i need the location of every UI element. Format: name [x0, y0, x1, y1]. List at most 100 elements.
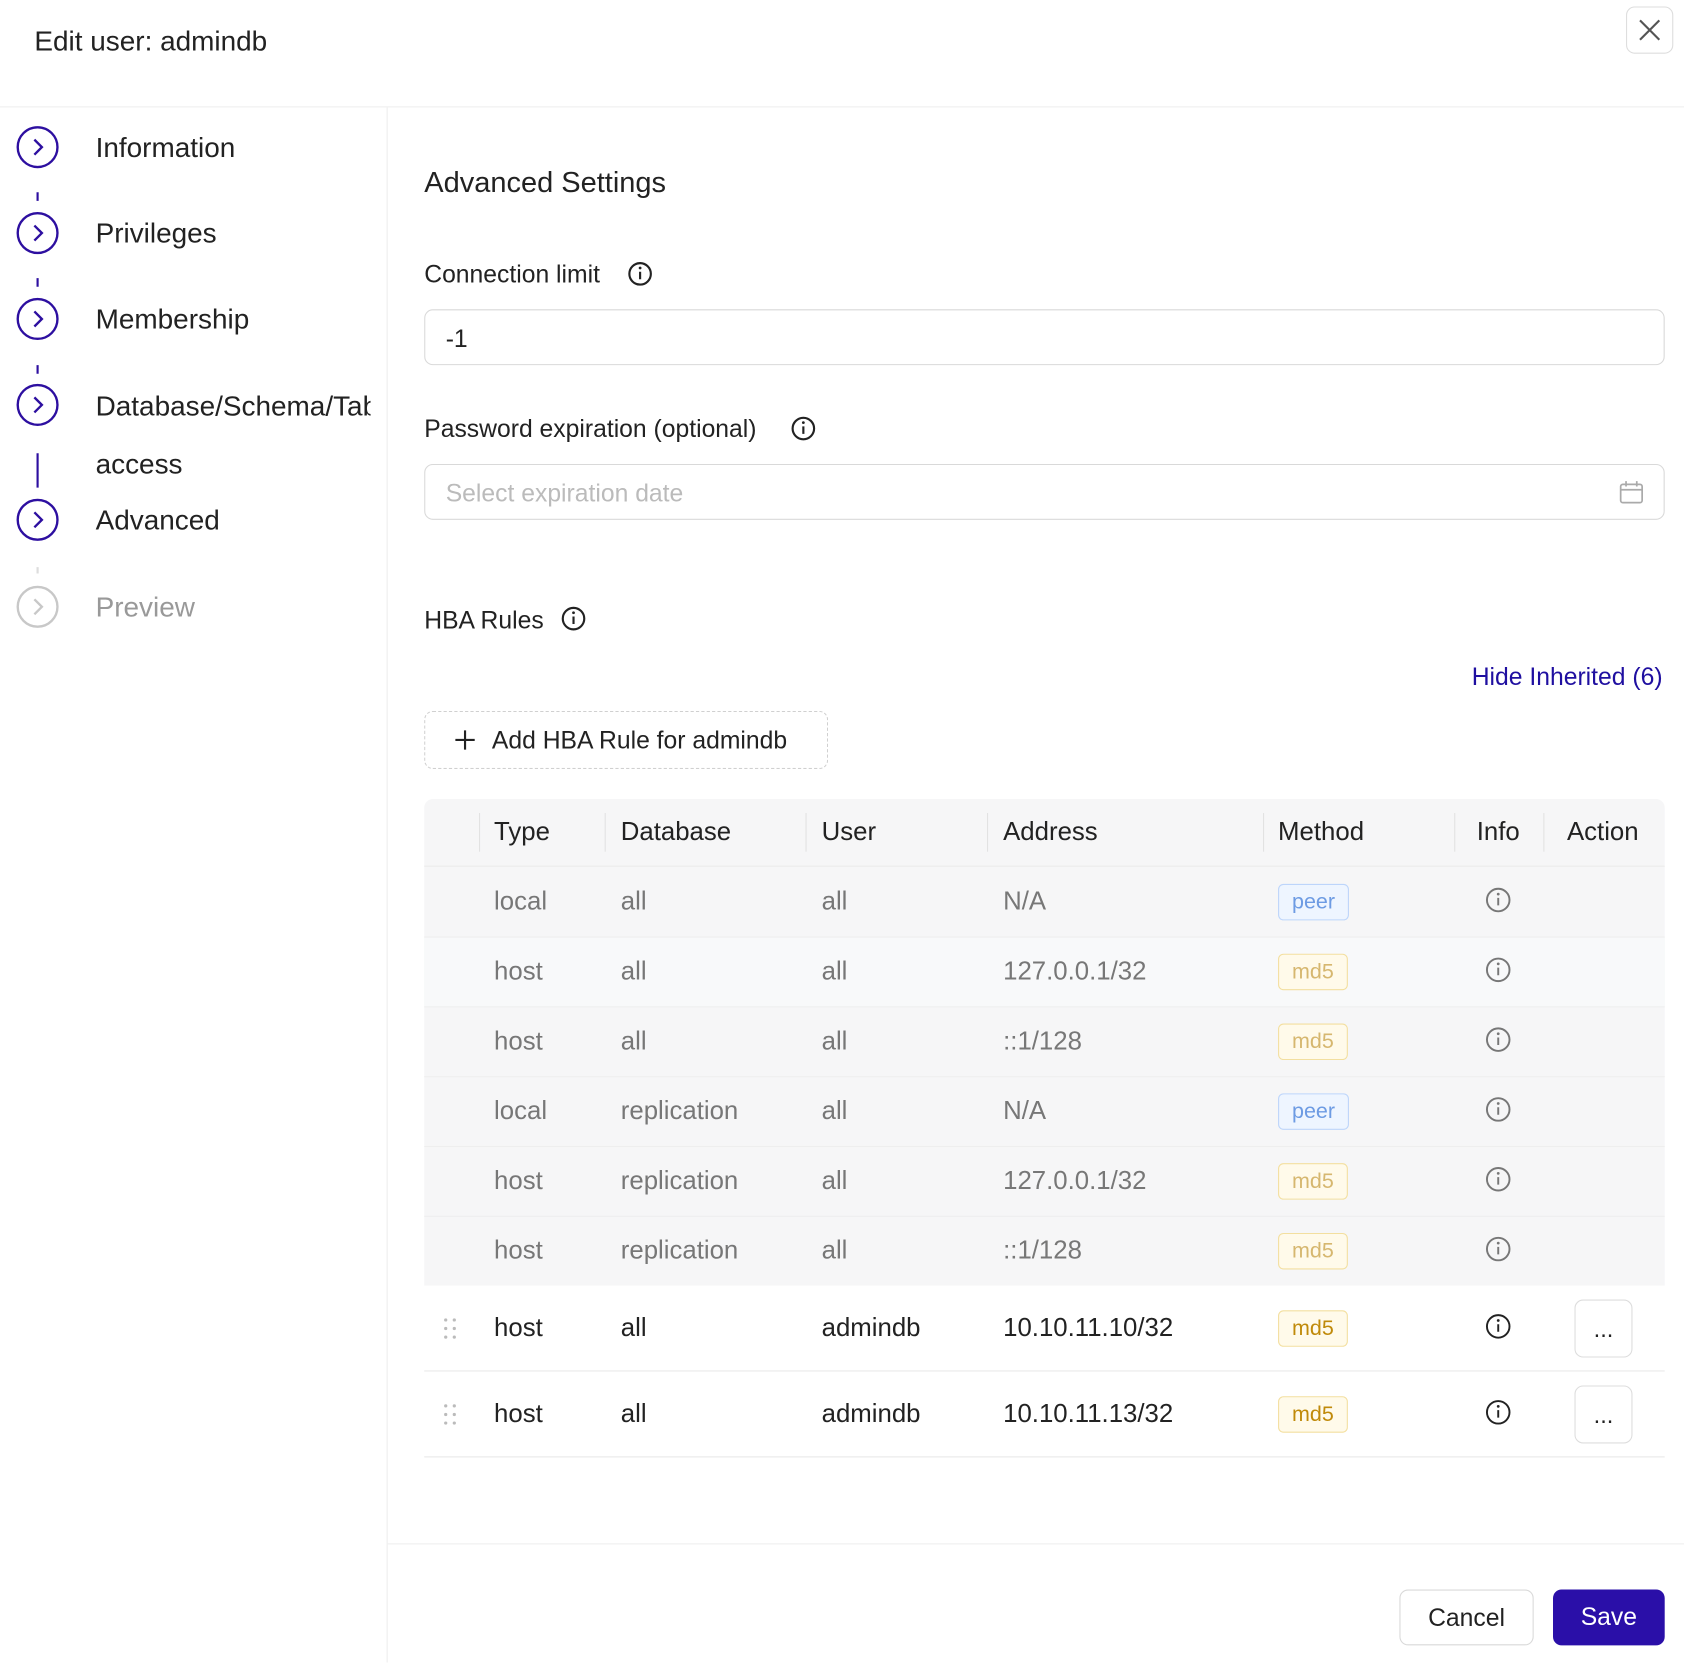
method-tag: peer — [1278, 1092, 1349, 1130]
hide-inherited-link[interactable]: Hide Inherited (6) — [1471, 662, 1663, 691]
cell: host — [494, 956, 543, 986]
step-icon — [16, 297, 59, 341]
cell: 10.10.11.10/32 — [1003, 1313, 1174, 1343]
field-label: Password expiration (optional) — [424, 414, 757, 443]
header-divider — [424, 865, 1665, 867]
step-circle[interactable] — [15, 497, 60, 542]
cell: all — [821, 956, 848, 986]
cell: all — [620, 886, 647, 916]
cell: 127.0.0.1/32 — [1003, 956, 1147, 986]
field-label: Connection limit — [424, 259, 600, 288]
info-icon[interactable] — [790, 416, 816, 442]
info-button[interactable] — [1484, 1235, 1512, 1268]
method-tag: md5 — [1278, 1022, 1348, 1060]
cell: host — [494, 1026, 543, 1056]
info-icon — [1485, 1026, 1511, 1052]
step-label[interactable]: Database/Schema/Table access — [95, 389, 371, 481]
column-header: Info — [1476, 817, 1520, 847]
step-icon — [16, 126, 59, 169]
save-button[interactable]: Save — [1553, 1589, 1665, 1646]
drag-handle[interactable] — [441, 1317, 458, 1346]
column-header: Method — [1278, 817, 1365, 847]
cell: N/A — [1003, 1096, 1047, 1126]
column-separator — [1454, 813, 1456, 852]
step-circle[interactable] — [15, 296, 60, 341]
column-header: Database — [620, 817, 732, 847]
info-icon — [1485, 1096, 1511, 1122]
date-picker[interactable]: Select expiration date — [424, 463, 1665, 520]
hba-title: HBA Rules — [424, 605, 544, 634]
step-icon — [16, 383, 59, 426]
step-label[interactable]: Privileges — [95, 216, 217, 250]
button-label: Add HBA Rule for admindb — [491, 726, 788, 754]
row-action-button[interactable]: ... — [1574, 1385, 1633, 1444]
info-icon — [1485, 887, 1511, 912]
sidebar-divider — [386, 107, 388, 1663]
info-icon — [1485, 1400, 1511, 1425]
calendar-icon — [1619, 481, 1644, 504]
column-header: Type — [494, 817, 550, 847]
input-value: -1 — [445, 324, 468, 353]
row-divider — [424, 1076, 1665, 1078]
add-hba-button[interactable]: Add HBA Rule for admindb — [424, 710, 829, 769]
info-button[interactable] — [1484, 1398, 1512, 1431]
cell: admindb — [821, 1399, 921, 1429]
drag-icon — [444, 1404, 456, 1425]
table-shaded-area — [424, 799, 1665, 1286]
cell: all — [821, 1235, 848, 1265]
cell: N/A — [1003, 886, 1047, 916]
cell: 127.0.0.1/32 — [1003, 1165, 1147, 1195]
info-icon[interactable] — [627, 261, 653, 287]
cell: all — [620, 1399, 647, 1429]
cell: host — [494, 1399, 543, 1429]
step-circle[interactable] — [15, 125, 60, 170]
cell: ::1/128 — [1003, 1026, 1082, 1056]
cell: local — [494, 1096, 548, 1126]
info-button[interactable] — [1484, 1165, 1512, 1198]
step-circle[interactable] — [15, 211, 60, 256]
step-icon — [16, 212, 59, 255]
info-button[interactable] — [1484, 1095, 1512, 1128]
step-label[interactable]: Preview — [95, 590, 195, 623]
dialog-title: Edit user: admindb — [34, 24, 268, 57]
row-stripe — [424, 936, 1665, 1007]
cell: all — [821, 1026, 848, 1056]
row-action-button[interactable]: ... — [1574, 1299, 1633, 1358]
cell: all — [821, 1096, 848, 1126]
row-divider — [424, 1370, 1665, 1372]
step-icon — [16, 585, 59, 628]
row-divider — [424, 1456, 1665, 1458]
step-label[interactable]: Membership — [95, 302, 250, 336]
row-divider — [424, 1145, 1665, 1148]
info-button[interactable] — [1484, 886, 1512, 919]
row-divider — [424, 936, 1665, 938]
info-button[interactable] — [1484, 955, 1512, 988]
method-tag: md5 — [1278, 1310, 1348, 1347]
cell: all — [620, 1313, 647, 1343]
info-icon — [1485, 1236, 1511, 1261]
cell: all — [620, 956, 647, 986]
step-circle[interactable] — [15, 584, 60, 629]
cancel-button[interactable]: Cancel — [1399, 1589, 1534, 1646]
step-label[interactable]: Advanced — [95, 503, 220, 536]
info-button[interactable] — [1484, 1312, 1512, 1345]
info-button[interactable] — [1484, 1025, 1512, 1058]
column-separator — [805, 813, 807, 852]
cell: local — [494, 886, 548, 916]
step-circle[interactable] — [15, 382, 60, 427]
connection-limit-input[interactable]: -1 — [424, 309, 1665, 366]
drag-handle[interactable] — [441, 1403, 458, 1432]
info-icon — [1485, 957, 1511, 982]
close-icon — [1639, 19, 1661, 41]
cell: all — [821, 886, 848, 916]
close-button[interactable] — [1626, 6, 1674, 54]
step-label[interactable]: Information — [95, 131, 236, 164]
method-tag: md5 — [1278, 1162, 1348, 1200]
cell: replication — [620, 1096, 739, 1126]
info-icon[interactable] — [561, 606, 587, 632]
cell: host — [494, 1235, 543, 1265]
header-divider — [0, 106, 1684, 108]
cell: replication — [620, 1235, 739, 1265]
cell: replication — [620, 1165, 739, 1195]
